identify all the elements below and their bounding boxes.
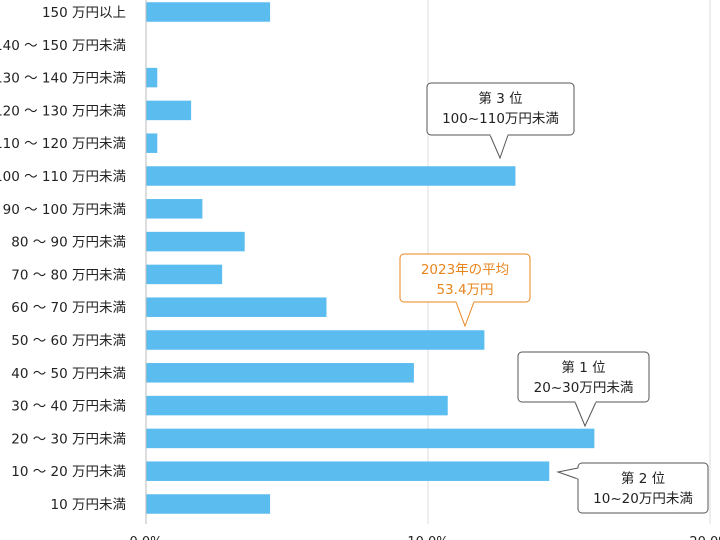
category-label: 90 ～ 100 万円未満 <box>3 202 126 218</box>
x-tick-label: 0.0% <box>129 535 162 540</box>
bar <box>146 363 414 383</box>
category-label: 30 ～ 40 万円未満 <box>11 399 126 415</box>
category-label: 40 ～ 50 万円未満 <box>11 366 126 382</box>
category-label: 150 万円以上 <box>42 5 126 21</box>
category-label: 110 ～ 120 万円未満 <box>0 136 126 152</box>
callout-text: 10~20万円未満 <box>593 491 693 507</box>
category-label: 20 ～ 30 万円未満 <box>11 431 126 447</box>
callout-pointer <box>574 401 597 428</box>
category-label: 140 ～ 150 万円未満 <box>0 38 126 54</box>
category-label: 70 ～ 80 万円未満 <box>11 267 126 283</box>
callout-pointer <box>556 467 579 480</box>
callout-box <box>577 462 709 514</box>
bar <box>146 2 271 22</box>
x-tick-label: 10.0% <box>407 535 448 540</box>
callout-text: 第 2 位 <box>621 470 665 487</box>
category-label: 10 ～ 20 万円未満 <box>11 464 126 480</box>
bar <box>146 428 595 449</box>
bar <box>146 461 550 481</box>
category-label: 100 ～ 110 万円未満 <box>0 169 126 185</box>
bar <box>146 297 327 317</box>
x-tick-label: 20.0% <box>689 535 720 540</box>
bar <box>146 67 158 88</box>
callout-text: 53.4万円 <box>436 282 493 298</box>
bar <box>146 494 271 514</box>
bar <box>146 100 192 121</box>
bar <box>146 199 203 219</box>
callout-text: 第 3 位 <box>478 90 522 107</box>
category-label: 120 ～ 130 万円未満 <box>0 103 126 119</box>
category-label: 130 ～ 140 万円未満 <box>0 71 126 87</box>
bar <box>146 133 158 153</box>
callout-pointer <box>455 301 475 328</box>
callout-text: 第 1 位 <box>561 359 605 376</box>
callout-pointer <box>489 134 509 160</box>
category-label: 10 万円未満 <box>51 497 126 513</box>
callout-text: 2023年の平均 <box>421 262 509 278</box>
callout-text: 100~110万円未満 <box>442 111 559 127</box>
callout-text: 20~30万円未満 <box>534 380 634 396</box>
category-label: 80 ～ 90 万円未満 <box>11 235 126 251</box>
bar <box>146 231 245 252</box>
bar <box>146 264 223 285</box>
bar <box>146 395 448 416</box>
category-label: 50 ～ 60 万円未満 <box>11 333 126 349</box>
bar <box>146 330 485 350</box>
category-label: 60 ～ 70 万円未満 <box>11 300 126 316</box>
bar <box>146 166 516 186</box>
